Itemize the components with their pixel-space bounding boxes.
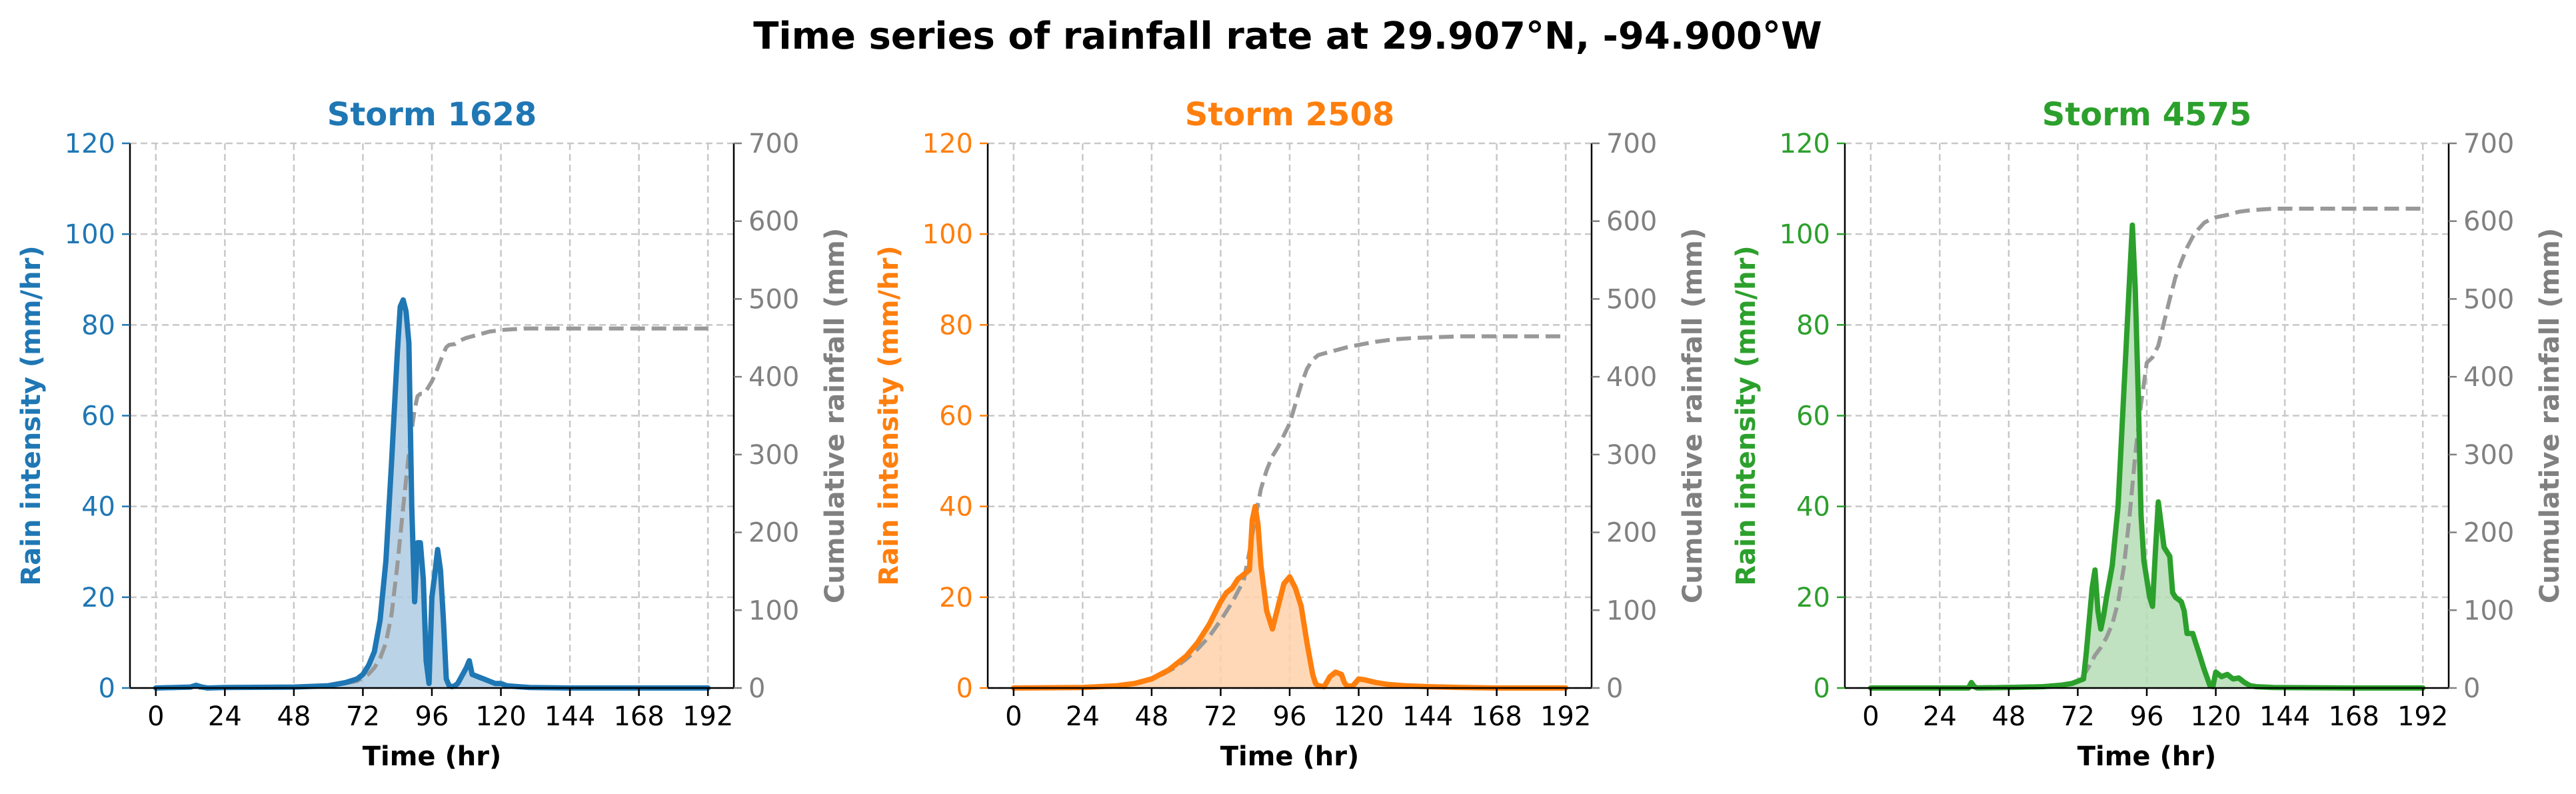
y-tick-label: 120 bbox=[65, 129, 115, 159]
y-tick-label: 80 bbox=[939, 310, 973, 341]
y-tick-label: 60 bbox=[939, 401, 973, 432]
chart-panel-3: 0 24 48 72 96 120 144 168 192 0 20 40 60 80 100 120 0 100… bbox=[1731, 96, 2565, 772]
x-tick-label: 24 bbox=[208, 701, 242, 732]
y-tick-label: 100 bbox=[922, 219, 973, 250]
y2-tick-label: 100 bbox=[1606, 595, 1657, 626]
chart-panel-1: 0 24 48 72 96 120 144 168 192 0 20 40 60 80 100 120 0 100… bbox=[16, 96, 850, 772]
y-tick-label: 120 bbox=[1780, 129, 1830, 159]
x-tick-label: 120 bbox=[2190, 701, 2241, 732]
y-tick-label: 80 bbox=[81, 310, 115, 341]
x-tick-label: 192 bbox=[1540, 701, 1591, 732]
y-tick-label: 0 bbox=[1814, 673, 1830, 704]
y2-tick-label: 500 bbox=[2463, 284, 2514, 315]
y2-tick-label: 500 bbox=[748, 284, 799, 315]
y-tick-label: 20 bbox=[1796, 583, 1830, 613]
y2-tick-label: 300 bbox=[2463, 440, 2514, 471]
x-tick-label: 168 bbox=[613, 701, 664, 732]
x-tick-label: 24 bbox=[1923, 701, 1957, 732]
x-tick-label: 72 bbox=[2061, 701, 2095, 732]
y2-tick-label: 0 bbox=[1606, 673, 1623, 704]
x-tick-label: 120 bbox=[1333, 701, 1384, 732]
x-tick-label: 192 bbox=[2397, 701, 2448, 732]
y-axis-label: Rain intensity (mm/hr) bbox=[874, 245, 904, 585]
x-tick-label: 144 bbox=[545, 701, 595, 732]
x-tick-label: 144 bbox=[2259, 701, 2310, 732]
y2-tick-label: 700 bbox=[748, 129, 799, 159]
chart-panel-2: 0 24 48 72 96 120 144 168 192 0 20 40 60 80 100 120 0 100… bbox=[874, 96, 1708, 772]
y-tick-label: 60 bbox=[81, 401, 115, 432]
y2-tick-label: 700 bbox=[2463, 129, 2514, 159]
y2-tick-label: 0 bbox=[748, 673, 765, 704]
x-tick-label: 0 bbox=[1862, 701, 1879, 732]
x-tick-label: 96 bbox=[2130, 701, 2164, 732]
y-tick-label: 120 bbox=[922, 129, 973, 159]
x-tick-label: 0 bbox=[1005, 701, 1022, 732]
y-tick-label: 20 bbox=[81, 583, 115, 613]
y2-tick-label: 300 bbox=[1606, 440, 1657, 471]
x-tick-label: 168 bbox=[2328, 701, 2379, 732]
y2-tick-label: 600 bbox=[748, 207, 799, 237]
y2-tick-label: 600 bbox=[1606, 207, 1657, 237]
y-tick-label: 0 bbox=[956, 673, 973, 704]
x-axis-label: Time (hr) bbox=[2077, 741, 2217, 772]
y-tick-label: 0 bbox=[99, 673, 115, 704]
figure-title: Time series of rainfall rate at 29.907°N… bbox=[753, 15, 1822, 58]
x-tick-label: 96 bbox=[1273, 701, 1307, 732]
x-tick-label: 48 bbox=[1134, 701, 1168, 732]
y2-axis-label: Cumulative rainfall (mm) bbox=[820, 228, 850, 603]
cumulative-rainfall-line bbox=[1870, 207, 2423, 690]
y2-tick-label: 300 bbox=[748, 440, 799, 471]
y-tick-label: 100 bbox=[1780, 219, 1830, 250]
y-tick-label: 60 bbox=[1796, 401, 1830, 432]
x-axis-label: Time (hr) bbox=[363, 741, 502, 772]
y2-tick-label: 500 bbox=[1606, 284, 1657, 315]
x-tick-label: 24 bbox=[1066, 701, 1100, 732]
x-tick-label: 48 bbox=[277, 701, 311, 732]
y-axis-label: Rain intensity (mm/hr) bbox=[16, 245, 47, 585]
x-axis-label: Time (hr) bbox=[1220, 741, 1360, 772]
panel-title: Storm 2508 bbox=[1185, 96, 1394, 133]
rain-intensity-area bbox=[1013, 506, 1566, 688]
y2-tick-label: 400 bbox=[1606, 362, 1657, 393]
y2-axis-label: Cumulative rainfall (mm) bbox=[1678, 228, 1708, 603]
x-tick-label: 96 bbox=[415, 701, 449, 732]
rain-intensity-line bbox=[1010, 503, 1569, 691]
y2-tick-label: 100 bbox=[748, 595, 799, 626]
rain-intensity-line bbox=[1868, 222, 2426, 691]
y-tick-label: 40 bbox=[939, 492, 973, 523]
y2-tick-label: 200 bbox=[748, 518, 799, 549]
y2-tick-label: 700 bbox=[1606, 129, 1657, 159]
x-tick-label: 168 bbox=[1471, 701, 1522, 732]
y-tick-label: 20 bbox=[939, 583, 973, 613]
x-tick-label: 48 bbox=[1991, 701, 2025, 732]
panel-title: Storm 1628 bbox=[327, 96, 537, 133]
y-tick-label: 80 bbox=[1796, 310, 1830, 341]
x-tick-label: 72 bbox=[346, 701, 380, 732]
y-tick-label: 40 bbox=[1796, 492, 1830, 523]
y-tick-label: 100 bbox=[65, 219, 115, 250]
y2-tick-label: 100 bbox=[2463, 595, 2514, 626]
x-tick-label: 0 bbox=[147, 701, 164, 732]
y2-axis-label: Cumulative rainfall (mm) bbox=[2535, 228, 2565, 603]
x-tick-label: 144 bbox=[1402, 701, 1453, 732]
y2-tick-label: 600 bbox=[2463, 207, 2514, 237]
y2-tick-label: 400 bbox=[2463, 362, 2514, 393]
y-tick-label: 40 bbox=[81, 492, 115, 523]
y2-tick-label: 200 bbox=[1606, 518, 1657, 549]
y2-tick-label: 200 bbox=[2463, 518, 2514, 549]
y-axis-label: Rain intensity (mm/hr) bbox=[1731, 245, 1762, 585]
rain-intensity-line bbox=[153, 297, 711, 691]
x-tick-label: 72 bbox=[1204, 701, 1238, 732]
y2-tick-label: 400 bbox=[748, 362, 799, 393]
x-tick-label: 192 bbox=[682, 701, 733, 732]
panel-title: Storm 4575 bbox=[2042, 96, 2251, 133]
y2-tick-label: 0 bbox=[2463, 673, 2480, 704]
x-tick-label: 120 bbox=[475, 701, 526, 732]
